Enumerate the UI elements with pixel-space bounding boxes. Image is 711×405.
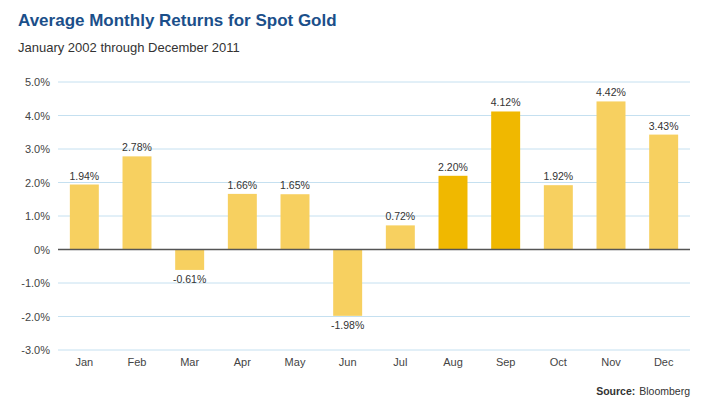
data-label: 3.43%	[649, 120, 679, 132]
chart: Average Monthly Returns for Spot Gold Jan…	[0, 0, 711, 405]
bar	[70, 185, 99, 250]
x-tick-label: Dec	[654, 356, 674, 368]
data-label: 1.92%	[543, 170, 573, 182]
grid-line	[58, 182, 690, 183]
y-tick-label: 4.0%	[25, 110, 50, 122]
bar	[281, 194, 310, 249]
data-label: 2.78%	[122, 141, 152, 153]
x-tick-label: May	[285, 356, 306, 368]
bar	[649, 135, 678, 250]
subtitle: January 2002 through December 2011	[18, 40, 240, 55]
bar	[386, 225, 415, 249]
grid-line	[58, 316, 690, 317]
grid-line	[58, 82, 690, 83]
x-tick-label: Oct	[550, 356, 567, 368]
grid-line	[58, 216, 690, 217]
data-label: 4.42%	[596, 86, 626, 98]
bars	[70, 101, 678, 315]
data-label: -1.98%	[331, 319, 364, 331]
y-tick-label: 1.0%	[25, 210, 50, 222]
grid-line	[58, 115, 690, 116]
bar	[333, 250, 362, 316]
bar	[544, 185, 573, 249]
grid-line	[58, 149, 690, 150]
data-label: 2.20%	[438, 161, 468, 173]
data-label: 1.65%	[280, 179, 310, 191]
zero-line	[58, 249, 690, 251]
x-tick-label: Jun	[339, 356, 357, 368]
data-label: 0.72%	[385, 210, 415, 222]
grid	[58, 82, 690, 350]
x-tick-label: Jan	[75, 356, 93, 368]
grid-line	[58, 283, 690, 284]
title: Average Monthly Returns for Spot Gold	[18, 11, 337, 30]
bar	[228, 194, 257, 250]
x-tick-label: Aug	[443, 356, 463, 368]
source: Source: Bloomberg	[596, 385, 690, 397]
grid-line	[58, 350, 690, 351]
bar	[439, 176, 468, 250]
source-part: Source:	[596, 385, 635, 397]
bar	[597, 101, 626, 249]
x-tick-label: Feb	[128, 356, 147, 368]
x-tick-label: Apr	[234, 356, 251, 368]
y-tick-label: -1.0%	[21, 277, 50, 289]
x-tick-label: Jul	[393, 356, 407, 368]
data-label: 1.94%	[69, 170, 99, 182]
grid-line	[58, 249, 690, 250]
bar	[175, 250, 204, 270]
source-part: Bloomberg	[639, 385, 690, 397]
y-tick-label: -3.0%	[21, 344, 50, 356]
bar	[491, 111, 520, 249]
y-tick-label: 2.0%	[25, 177, 50, 189]
data-label: 4.12%	[491, 96, 521, 108]
y-tick-label: 5.0%	[25, 76, 50, 88]
y-tick-label: -2.0%	[21, 311, 50, 323]
x-tick-label: Mar	[180, 356, 199, 368]
x-tick-label: Nov	[601, 356, 621, 368]
data-label: -0.61%	[173, 273, 206, 285]
bar	[123, 156, 152, 249]
data-label: 1.66%	[227, 179, 257, 191]
x-tick-label: Sep	[496, 356, 516, 368]
y-tick-label: 0%	[34, 244, 50, 256]
y-tick-label: 3.0%	[25, 143, 50, 155]
